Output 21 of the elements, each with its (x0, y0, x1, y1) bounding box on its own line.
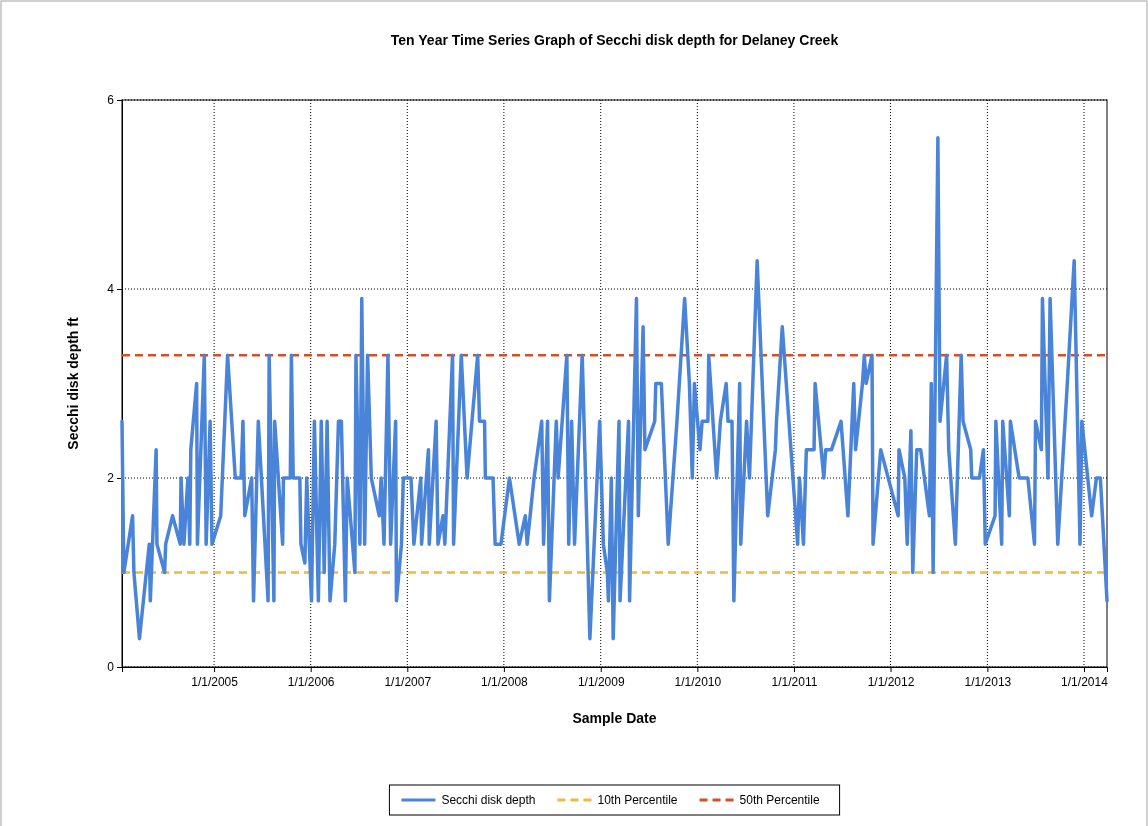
x-tick-label: 1/1/2014 (1061, 674, 1109, 689)
y-tick-label: 6 (107, 93, 115, 108)
x-tick-label: 1/1/2007 (384, 674, 432, 689)
x-axis-title: Sample Date (572, 710, 657, 726)
legend-label: Secchi disk depth (441, 793, 536, 807)
x-tick-label: 1/1/2013 (964, 674, 1012, 689)
y-tick-label: 0 (107, 660, 115, 675)
y-tick-label: 4 (107, 282, 115, 297)
x-tick-label: 1/1/2012 (867, 674, 915, 689)
legend-label: 10th Percentile (597, 793, 678, 807)
x-tick-label: 1/1/2009 (577, 674, 625, 689)
y-tick-label: 2 (107, 471, 115, 486)
x-tick-label: 1/1/2008 (481, 674, 529, 689)
legend-label: 50th Percentile (739, 793, 820, 807)
x-tick-label: 1/1/2005 (191, 674, 239, 689)
y-axis-title: Secchi disk depth ft (65, 317, 81, 450)
line-series (120, 136, 1109, 641)
x-tick-label: 1/1/2011 (771, 674, 818, 689)
x-tick-label: 1/1/2006 (287, 674, 335, 689)
x-tick-label: 1/1/2010 (674, 674, 722, 689)
chart-title: Ten Year Time Series Graph of Secchi disk depth for Delaney Creek (390, 32, 839, 48)
